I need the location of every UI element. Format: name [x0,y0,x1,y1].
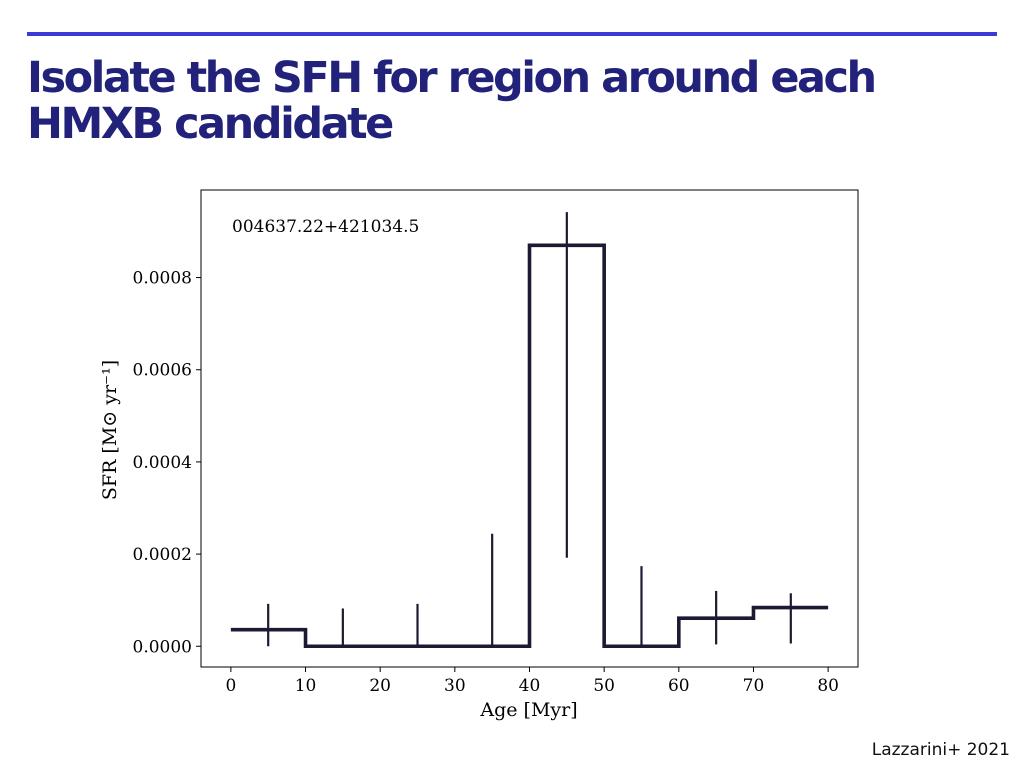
slide-title-line-2: HMXB candidate [27,99,394,149]
x-tick-label: 30 [444,676,466,696]
y-axis-label: SFR [M⊙ yr⁻¹] [99,360,121,500]
y-tick-label: 0.0004 [133,453,192,473]
top-accent-rule [27,32,997,36]
y-tick-label: 0.0002 [133,545,192,565]
x-tick-label: 50 [593,676,615,696]
citation: Lazzarini+ 2021 [871,740,1010,760]
x-tick-label: 20 [369,676,391,696]
x-axis: 0 10 20 30 40 50 60 70 80 [225,667,839,696]
y-tick-label: 0.0008 [133,269,192,289]
x-axis-label: Age [Myr] [479,699,577,721]
sfh-step-line [230,243,829,649]
slide-title-line-1: Isolate the SFH for region around each [27,53,877,103]
error-bars [267,212,792,647]
y-tick-label: 0.0000 [133,637,192,657]
region-id-annotation: 004637.22+421034.5 [232,217,419,237]
slide-title: Isolate the SFH for region around each H… [27,55,987,147]
x-tick-label: 60 [668,676,690,696]
x-tick-label: 80 [817,676,839,696]
x-tick-label: 40 [519,676,541,696]
y-tick-label: 0.0006 [133,361,192,381]
x-tick-label: 10 [295,676,317,696]
sfh-series [230,243,829,649]
x-tick-label: 70 [743,676,765,696]
y-axis: 0.0000 0.0002 0.0004 0.0006 0.0008 [133,269,201,657]
x-tick-label: 0 [225,676,236,696]
